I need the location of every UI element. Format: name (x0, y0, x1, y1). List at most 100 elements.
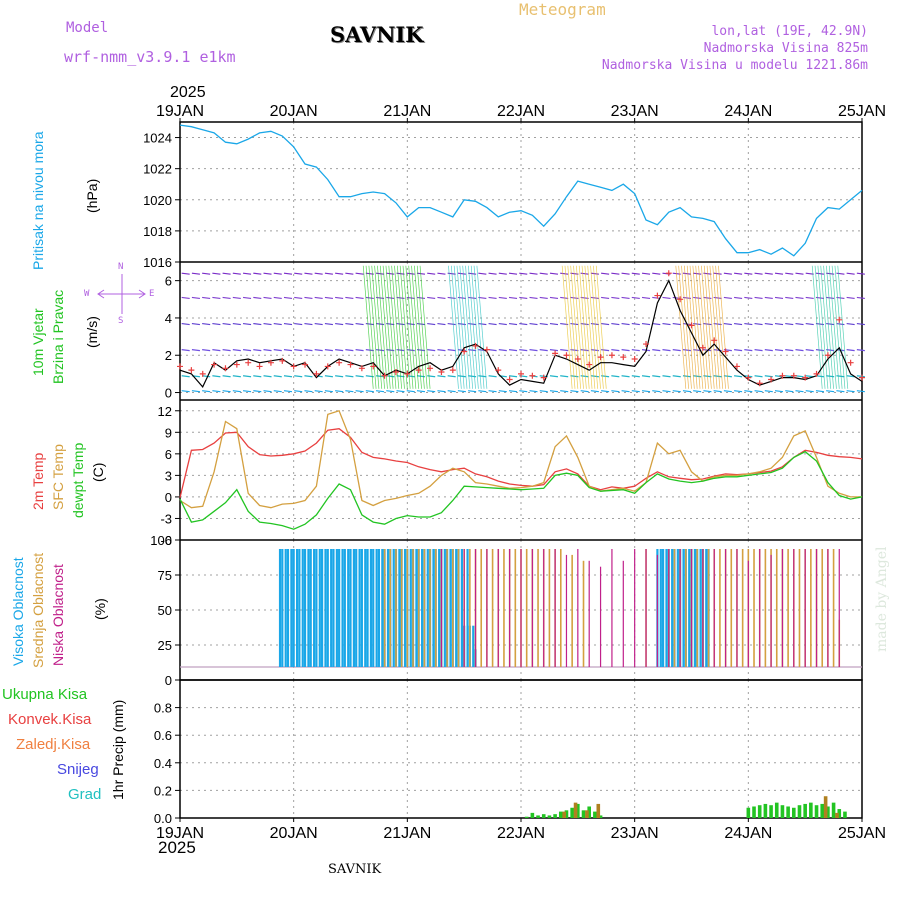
wind-arrow (437, 349, 446, 352)
wind-arrow (488, 322, 497, 326)
wind-arrow (754, 390, 763, 393)
wind-arrow (212, 272, 221, 275)
precip-label-freezing: Zaledj.Kisa (16, 736, 91, 753)
wind-arrow (304, 390, 313, 393)
wind-arrow (693, 296, 702, 300)
wind-arrow (764, 390, 773, 393)
pressure-line (179, 124, 863, 257)
low-cloud-bar (827, 549, 829, 667)
wind-arrow (774, 272, 784, 275)
wind-arrow (406, 375, 415, 378)
high-cloud-bar (303, 549, 307, 667)
gust-marker (643, 341, 650, 348)
year-top: 2025 (170, 84, 206, 101)
wind-arrow (335, 390, 344, 393)
wind-arrow (232, 296, 241, 300)
wind-arrow (539, 349, 548, 352)
temp-sfc-line (179, 409, 862, 509)
low-cloud-bar (759, 549, 761, 667)
precip-total-bar (576, 803, 580, 818)
wind-arrow (508, 272, 518, 275)
wind-arrow (856, 349, 865, 352)
mid-cloud-bar (798, 549, 801, 667)
wind-arrow (744, 390, 753, 393)
high-cloud-bar (301, 549, 304, 667)
wind-arrow (283, 296, 293, 300)
wind-barb (681, 265, 692, 389)
wind-arrow (345, 296, 354, 300)
compass-north: N (118, 262, 124, 272)
gust-marker (404, 370, 411, 377)
high-cloud-bar (332, 549, 335, 667)
wind-barb (368, 265, 380, 389)
gust-marker (745, 374, 752, 381)
wind-barb (683, 265, 695, 389)
gust-marker (381, 372, 388, 379)
wind-arrow (662, 322, 671, 326)
wind-arrow (406, 272, 415, 275)
high-cloud-bar (335, 549, 338, 667)
date-label-top: 20JAN (270, 103, 318, 120)
wind-arrow (805, 272, 814, 275)
date-label-bottom: 25JAN (838, 825, 886, 842)
high-cloud-bar (286, 549, 290, 667)
wind-arrow (212, 322, 221, 326)
wind-barb (468, 265, 479, 389)
precip-total-bar (524, 816, 529, 818)
wind-arrow (314, 349, 323, 352)
precip-total-bar (763, 803, 768, 818)
gust-marker (290, 363, 297, 370)
high-cloud-bar (292, 549, 295, 667)
wind-arrow (345, 349, 354, 352)
wind-arrow (641, 322, 651, 326)
high-cloud-bar (298, 549, 301, 667)
wind-arrow (181, 375, 190, 378)
precip-total-bar (593, 811, 597, 818)
gust-marker (256, 363, 263, 370)
gust-marker (313, 370, 320, 377)
wind-arrow (202, 390, 211, 393)
wind-arrow (335, 322, 344, 326)
wind-arrow (212, 375, 221, 378)
wind-barb (831, 265, 843, 389)
high-cloud-bar (341, 549, 344, 667)
wind-arrow (375, 349, 385, 352)
wind-arrow (355, 349, 364, 352)
wind-arrow (222, 272, 231, 275)
high-cloud-bar (369, 549, 373, 667)
wind-arrow (406, 296, 415, 300)
mid-cloud-bar (753, 549, 755, 667)
wind-arrow (734, 296, 743, 300)
wind-arrow (590, 272, 599, 275)
wind-arrow (345, 375, 354, 378)
low-cloud-bar (486, 549, 488, 667)
wind-arrow (795, 272, 804, 275)
wind-arrow (294, 349, 303, 352)
wind-arrow (273, 375, 282, 378)
mid-cloud-bar (417, 549, 420, 667)
date-label-bottom: 20JAN (270, 825, 318, 842)
wind-arrow (723, 390, 732, 393)
wind-barb (703, 265, 715, 389)
wind-barb (405, 265, 417, 389)
wind-barb (564, 265, 576, 389)
wind-arrow (386, 375, 395, 378)
y-tick-label: 0 (165, 386, 172, 401)
low-cloud-bar (781, 549, 784, 667)
precip-total-bar (803, 803, 807, 818)
wind-arrow (590, 296, 599, 300)
wind-arrow (682, 272, 692, 275)
wind-arrow (375, 390, 385, 393)
low-cloud-bar (531, 549, 533, 667)
wind-arrow (355, 296, 364, 300)
wind-arrow (846, 322, 855, 326)
mid-cloud-bar (832, 549, 835, 667)
precip-total-bar (757, 805, 762, 818)
wind-arrow (181, 322, 190, 326)
wind-arrow (621, 375, 630, 378)
wind-arrow (549, 296, 559, 300)
gust-marker (586, 361, 593, 368)
high-cloud-bar (375, 549, 378, 667)
wind-arrow (560, 272, 569, 275)
low-cloud-bar (622, 560, 624, 667)
